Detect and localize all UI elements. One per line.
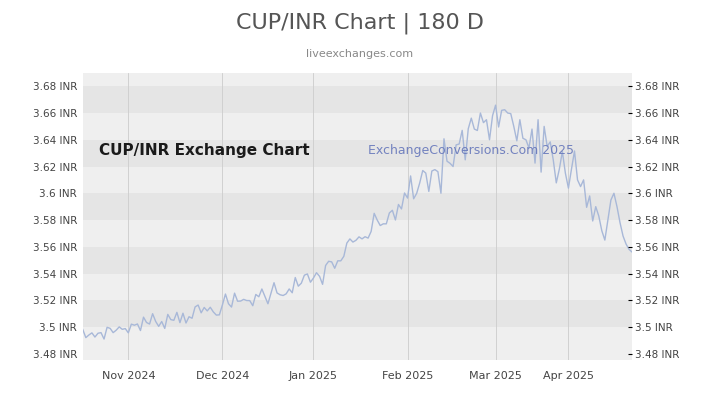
Bar [83,140,632,166]
Bar [83,113,632,140]
Text: ExchangeConversions.Com 2025: ExchangeConversions.Com 2025 [369,144,575,157]
Text: CUP/INR Exchange Chart: CUP/INR Exchange Chart [99,143,310,158]
Bar [83,193,632,220]
Bar [83,166,632,193]
Bar [83,86,632,113]
Text: CUP/INR Chart | 180 D: CUP/INR Chart | 180 D [236,12,484,34]
Bar [83,300,632,327]
Bar [83,247,632,273]
Text: liveexchanges.com: liveexchanges.com [307,49,413,59]
Bar [83,273,632,300]
Bar [83,327,632,354]
Bar [83,220,632,247]
